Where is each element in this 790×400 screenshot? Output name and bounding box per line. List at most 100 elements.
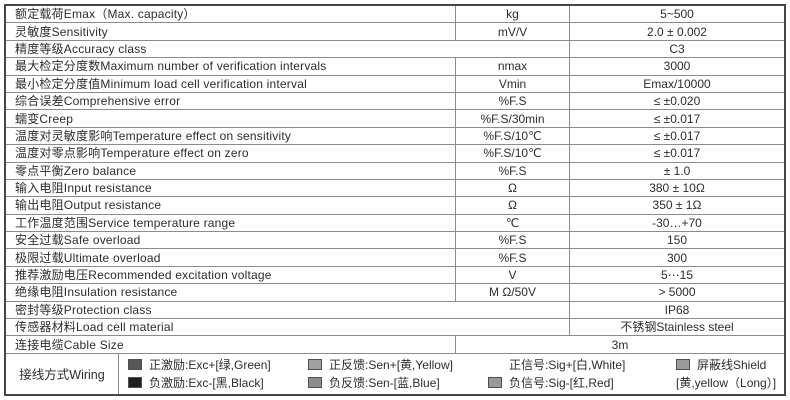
spec-parameter-label: 极限过载Ultimate overload [15,250,161,265]
spec-parameter-label: 蠕变Creep [15,111,74,126]
spec-value: 380 ± 10Ω [569,179,784,197]
spec-unit: %F.S/10℃ [455,127,569,145]
spec-value: Emax/10000 [569,75,784,92]
wire-entry: 负信号:Sig-[红,Red] [488,377,676,389]
wire-color-swatch [128,377,142,389]
wiring-column: 正反馈:Sen+[黄,Yellow] 负反馈:Sen-[蓝,Blue] [308,356,488,392]
wiring-column: 正信号:Sig+[白,White] 负信号:Sig-[红,Red] [488,356,676,392]
spec-unit: %F.S [455,92,569,110]
wire-entry: 正激励:Exc+[绿,Green] [128,359,308,371]
spec-value: -30…+70 [569,214,784,232]
spec-unit: Ω [455,179,569,197]
spec-row: 温度对零点影响Temperature effect on zero %F.S/1… [6,144,784,162]
spec-unit: V [455,266,569,284]
spec-row: 额定载荷Emax（Max. capacity） kg 5~500 [6,6,784,23]
spec-row: 输出电阻Output resistance Ω 350 ± 1Ω [6,196,784,214]
spec-row: 绝缘电阻Insulation resistance M Ω/50V > 5000 [6,283,784,301]
spec-value: C3 [569,40,784,58]
wire-entry-text: 负激励:Exc-[黑,Black] [149,375,264,390]
spec-parameter-label: 综合误差Comprehensive error [15,94,181,109]
spec-parameter-label: 工作温度范围Service temperature range [15,215,236,230]
wire-entry: 正反馈:Sen+[黄,Yellow] [308,359,488,371]
spec-parameter-label: 温度对零点影响Temperature effect on zero [15,146,249,161]
wiring-legend: 正激励:Exc+[绿,Green] 负激励:Exc-[黑,Black] 正反馈:Se… [118,353,784,394]
spec-row: 零点平衡Zero balance %F.S ± 1.0 [6,161,784,179]
spec-value: 2.0 ± 0.002 [569,23,784,40]
spec-value: 350 ± 1Ω [569,197,784,214]
spec-value: 5⋯15 [569,266,784,284]
spec-parameter-label: 密封等级Protection class [15,302,152,317]
wire-entry-text: 正信号:Sig+[白,White] [509,357,626,372]
spec-unit: kg [455,6,569,23]
wire-entry-text: 正反馈:Sen+[黄,Yellow] [329,357,453,372]
spec-row: 连接电缆Cable Size 3m [6,335,784,353]
wire-entry: [黄,yellow（Long）] [676,377,784,389]
spec-value: 300 [569,249,784,266]
spec-row: 密封等级Protection class IP68 [6,300,784,319]
wiring-row: 接线方式Wiring 正激励:Exc+[绿,Green] 负激励:Exc-[黑,B… [6,352,784,394]
spec-parameter-label: 灵敏度Sensitivity [15,24,108,39]
spec-row: 输入电阻Input resistance Ω 380 ± 10Ω [6,178,784,197]
spec-parameter-label: 输入电阻Input resistance [15,181,152,196]
spec-value: ≤ ±0.017 [569,110,784,127]
wire-entry: 屏蔽线Shield [676,359,784,371]
wire-entry-text: 负信号:Sig-[红,Red] [509,375,614,390]
wire-entry-text: 屏蔽线Shield [697,357,767,372]
spec-value: ≤ ±0.017 [569,127,784,145]
wiring-row-label: 接线方式Wiring [19,368,105,383]
wire-color-swatch [488,377,502,389]
wire-color-swatch [128,359,142,371]
spec-parameter-label: 零点平衡Zero balance [15,163,137,178]
spec-row: 安全过载Safe overload %F.S 150 [6,231,784,249]
spec-row: 最小检定分度值Minimum load cell verification in… [6,74,784,92]
spec-rows: 额定载荷Emax（Max. capacity） kg 5~500 灵敏度Sens… [6,6,784,353]
spec-unit: mV/V [455,23,569,40]
spec-unit: %F.S [455,162,569,179]
spec-parameter-label: 输出电阻Output resistance [15,198,162,213]
spec-value: IP68 [569,301,784,319]
wire-color-swatch [676,359,690,371]
spec-row: 推荐激励电压Recommended excitation voltage V 5… [6,265,784,284]
spec-row: 最大检定分度数Maximum number of verification in… [6,57,784,75]
spec-parameter-label: 温度对灵敏度影响Temperature effect on sensitivit… [15,128,292,143]
spec-parameter-label: 传感器材料Load cell material [15,320,174,335]
spec-row: 温度对灵敏度影响Temperature effect on sensitivit… [6,126,784,145]
wire-color-swatch [308,377,322,389]
spec-value: 150 [569,232,784,249]
spec-row: 灵敏度Sensitivity mV/V 2.0 ± 0.002 [6,22,784,40]
wire-entry-text: 正激励:Exc+[绿,Green] [149,357,271,372]
spec-row: 蠕变Creep %F.S/30min ≤ ±0.017 [6,109,784,127]
spec-parameter-label: 连接电缆Cable Size [15,337,124,352]
spec-value: 5~500 [569,6,784,23]
spec-parameter-label: 推荐激励电压Recommended excitation voltage [15,268,272,283]
spec-unit: ℃ [455,214,569,232]
wire-entry: 负激励:Exc-[黑,Black] [128,377,308,389]
spec-row: 工作温度范围Service temperature range ℃ -30…+7… [6,213,784,232]
specification-table: 额定载荷Emax（Max. capacity） kg 5~500 灵敏度Sens… [4,4,786,396]
wire-entry: 负反馈:Sen-[蓝,Blue] [308,377,488,389]
spec-unit: %F.S/30min [455,110,569,127]
spec-row: 精度等级Accuracy class C3 [6,39,784,58]
spec-unit: %F.S/10℃ [455,145,569,162]
spec-parameter-label: 绝缘电阻Insulation resistance [15,285,178,300]
wire-entry-text: 负反馈:Sen-[蓝,Blue] [329,375,440,390]
spec-parameter-label: 最大检定分度数Maximum number of verification in… [15,59,327,74]
wiring-column: 正激励:Exc+[绿,Green] 负激励:Exc-[黑,Black] [128,356,308,392]
spec-parameter-label: 最小检定分度值Minimum load cell verification in… [15,76,307,91]
spec-parameter-label: 额定载荷Emax（Max. capacity） [15,7,196,22]
spec-row: 综合误差Comprehensive error %F.S ≤ ±0.020 [6,91,784,110]
spec-value: 不锈钢Stainless steel [569,319,784,336]
spec-row: 传感器材料Load cell material 不锈钢Stainless ste… [6,318,784,336]
spec-value: 3m [455,336,784,353]
spec-value: ≤ ±0.017 [569,145,784,162]
spec-parameter-label: 精度等级Accuracy class [15,41,147,56]
wire-color-swatch [308,359,322,371]
spec-unit: Ω [455,197,569,214]
spec-value: ± 1.0 [569,162,784,179]
spec-unit: %F.S [455,232,569,249]
spec-row: 极限过载Ultimate overload %F.S 300 [6,248,784,266]
spec-value: ≤ ±0.020 [569,92,784,110]
wiring-column: 屏蔽线Shield [黄,yellow（Long）] [676,356,784,392]
spec-unit: %F.S [455,249,569,266]
wire-entry: 正信号:Sig+[白,White] [488,359,676,371]
